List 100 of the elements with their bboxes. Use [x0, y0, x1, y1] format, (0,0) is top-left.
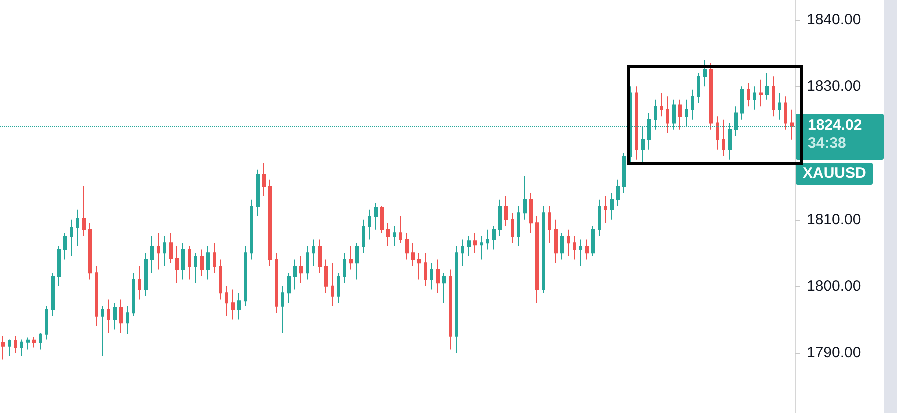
candlestick: [529, 192, 533, 234]
candlestick: [324, 259, 328, 294]
candlestick: [337, 272, 340, 304]
candlestick: [76, 209, 79, 247]
candlestick: [411, 242, 415, 267]
candlestick: [604, 196, 607, 224]
candlestick: [548, 206, 551, 244]
candlestick: [163, 236, 166, 267]
candlestick: [772, 76, 775, 118]
candlestick: [26, 337, 30, 350]
candlestick: [709, 62, 713, 130]
candlestick: [107, 299, 110, 334]
candlestick: [20, 339, 23, 357]
candlestick: [355, 242, 359, 280]
y-tick-label: 1830.00: [807, 78, 862, 96]
candlestick: [523, 176, 527, 220]
candlestick: [175, 246, 179, 284]
candlestick: [703, 59, 707, 88]
candlestick: [368, 209, 371, 240]
candlestick: [697, 72, 700, 104]
text: 34:38: [808, 135, 848, 154]
candlestick: [206, 246, 210, 280]
candlestick: [119, 299, 123, 334]
candlestick: [150, 236, 154, 274]
candlestick: [567, 229, 570, 257]
candlestick: [666, 96, 669, 134]
candlestick: [399, 216, 402, 244]
candlestick: [716, 116, 719, 150]
candlestick: [293, 259, 297, 290]
candlestick: [262, 162, 266, 198]
candlestick: [306, 246, 309, 280]
candlestick: [343, 252, 346, 284]
candlestick: [32, 336, 36, 348]
candlestick: [678, 99, 682, 130]
candlestick: [138, 266, 141, 300]
candlestick: [691, 89, 694, 120]
candlestick: [181, 242, 185, 280]
candlestick: [455, 246, 458, 354]
candlestick: [82, 186, 86, 237]
candlestick: [14, 336, 17, 354]
candlestick: [380, 206, 384, 234]
candlestick: [194, 252, 197, 284]
candlestick: [436, 259, 440, 294]
candlestick: [622, 152, 626, 194]
candlestick: [722, 119, 725, 158]
candlestick: [393, 226, 396, 247]
candlestick: [188, 246, 191, 280]
candlestick: [535, 216, 539, 304]
candlestick: [244, 246, 247, 307]
candlestick: [430, 262, 433, 290]
candlestick: [504, 196, 508, 227]
candlestick: [275, 252, 278, 314]
candlestick: [778, 92, 781, 120]
candlestick: [759, 79, 763, 108]
candlestick: [349, 246, 353, 270]
candlestick: [299, 256, 303, 284]
candlestick: [473, 232, 477, 254]
candlestick: [610, 192, 614, 220]
candlestick: [225, 286, 228, 317]
candlestick: [287, 272, 291, 304]
y-tick-label: 1810.00: [807, 211, 862, 228]
candlestick: [231, 289, 235, 320]
candlestick: [70, 219, 73, 257]
candlestick: [417, 252, 421, 280]
ref-line-label: 1824.02: [808, 117, 864, 136]
candlestick: [449, 269, 452, 350]
candlestick: [635, 86, 638, 160]
candlestick: [1, 336, 5, 360]
candlestick: [573, 236, 576, 260]
candlestick: [424, 252, 427, 287]
candlestick: [560, 232, 564, 260]
candlestick: [498, 199, 502, 237]
candlestick: [461, 239, 464, 267]
candlestick: [312, 239, 315, 267]
candlestick: [213, 242, 216, 274]
candlestick: [219, 259, 222, 300]
candlestick: [237, 292, 241, 320]
candlestick: [492, 226, 496, 250]
candlestick: [511, 212, 514, 244]
candlestick: [442, 272, 446, 304]
candlestick: [362, 219, 365, 254]
candlestick: [51, 272, 55, 317]
y-tick-label: 1800.00: [807, 278, 862, 295]
y-tick-label: 1790.00: [807, 344, 862, 362]
candlestick: [598, 199, 601, 237]
candlestick: [579, 239, 582, 267]
candlestick: [281, 286, 284, 334]
candlestick: [126, 306, 129, 335]
candlestick: [747, 82, 750, 108]
candlestick: [95, 266, 98, 327]
candlestick: [157, 232, 160, 270]
candlestick: [88, 222, 92, 280]
candlestick: [318, 239, 322, 274]
candlestick: [765, 72, 769, 100]
candlestick: [386, 222, 390, 247]
candlestick: [753, 86, 756, 110]
candlestick: [63, 232, 67, 260]
candlestick: [256, 169, 260, 217]
candlestick: [8, 339, 11, 357]
candlestick: [132, 272, 135, 317]
